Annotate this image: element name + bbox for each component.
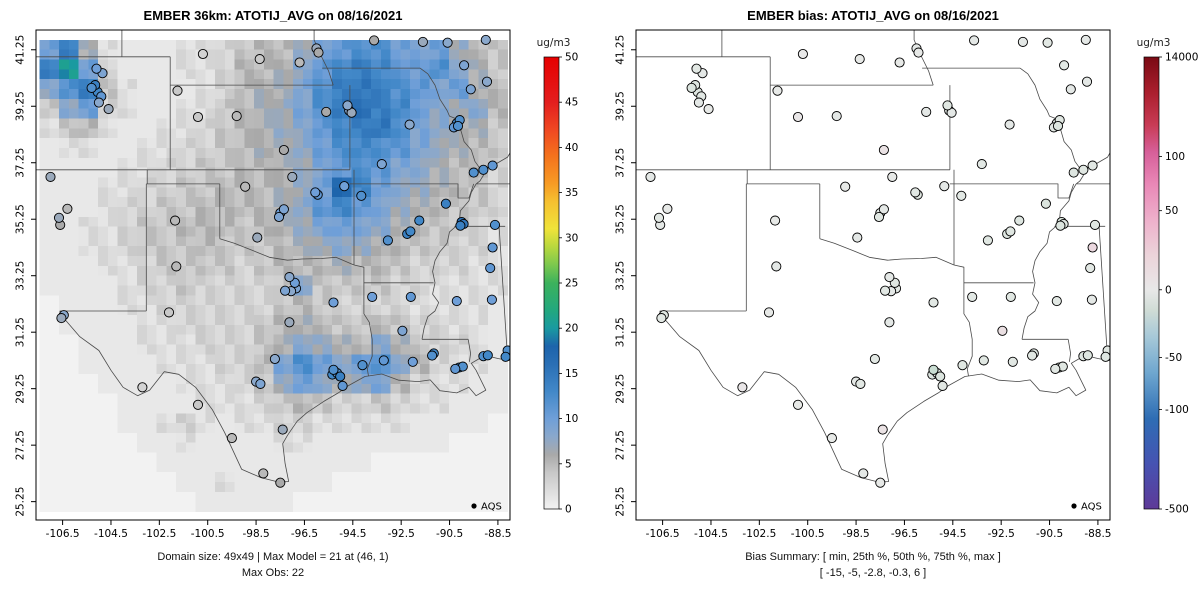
svg-text:40: 40 <box>565 142 578 154</box>
model-panel-title: EMBER 36km: ATOTIJ_AVG on 08/16/2021 <box>143 8 403 23</box>
bias-caption-summary-values: [ -15, -5, -2.8, -0.3, 6 ] <box>819 567 927 579</box>
model-panel: AQS -106.5 -104.5 -102.5 -100.5 -98.5 -96.5 -94… <box>15 8 579 579</box>
svg-text:35: 35 <box>565 187 578 199</box>
svg-text:-90.5: -90.5 <box>436 528 463 540</box>
bias-panel: AQS -106.5 -104.5 -102.5 -100.5 -98.5 -96.5 -94… <box>600 0 1200 600</box>
svg-text:14000: 14000 <box>1165 52 1198 64</box>
y-axis: 25.25 27.25 29.25 31.25 33.25 35.25 37.25 39.25… <box>615 35 636 517</box>
svg-text:ug/m3: ug/m3 <box>537 37 571 49</box>
svg-text:25.25: 25.25 <box>615 487 627 517</box>
bias-map-layer <box>636 30 1110 488</box>
svg-text:-98.5: -98.5 <box>842 528 869 540</box>
svg-text:0: 0 <box>565 504 572 516</box>
svg-text:35.25: 35.25 <box>615 204 627 234</box>
svg-text:33.25: 33.25 <box>15 261 27 291</box>
svg-text:-106.5: -106.5 <box>646 528 680 540</box>
svg-text:25: 25 <box>565 278 578 290</box>
aqs-legend: AQS <box>471 502 502 513</box>
svg-text:-100.5: -100.5 <box>191 528 225 540</box>
y-axis: 25.25 27.25 29.25 31.25 33.25 35.25 37.25 39.25… <box>15 35 36 517</box>
svg-text:AQS: AQS <box>481 502 502 513</box>
svg-text:27.25: 27.25 <box>15 430 27 460</box>
svg-text:-98.5: -98.5 <box>242 528 269 540</box>
svg-text:-50: -50 <box>1165 352 1182 364</box>
svg-text:0: 0 <box>1165 284 1172 296</box>
svg-text:-100.5: -100.5 <box>791 528 825 540</box>
svg-text:-96.5: -96.5 <box>891 528 918 540</box>
svg-text:ug/m3: ug/m3 <box>1137 37 1171 49</box>
svg-text:-100: -100 <box>1165 404 1189 416</box>
svg-text:35.25: 35.25 <box>15 204 27 234</box>
svg-text:33.25: 33.25 <box>615 261 627 291</box>
svg-text:AQS: AQS <box>1081 502 1102 513</box>
plot-frame <box>35 29 511 521</box>
svg-text:-106.5: -106.5 <box>46 528 80 540</box>
model-caption-domain: Domain size: 49x49 | Max Model = 21 at (… <box>157 551 389 563</box>
bias-map: AQS -106.5 -104.5 -102.5 -100.5 -98.5 -96.5 -94… <box>615 29 1199 540</box>
plot-background <box>636 30 1110 520</box>
svg-text:50: 50 <box>565 52 578 64</box>
svg-text:30: 30 <box>565 232 578 244</box>
bias-panel-title: EMBER bias: ATOTIJ_AVG on 08/16/2021 <box>747 8 999 23</box>
svg-text:31.25: 31.25 <box>615 317 627 347</box>
svg-text:-92.5: -92.5 <box>988 528 1015 540</box>
svg-text:50: 50 <box>1165 205 1178 217</box>
aqs-legend: AQS <box>1071 502 1102 513</box>
bias-colorbar: ug/m3 14000 100 50 0 -50 -100 -500 <box>1137 37 1199 516</box>
bias-obs-points <box>645 34 1110 488</box>
svg-text:-94.5: -94.5 <box>939 528 966 540</box>
svg-text:-88.5: -88.5 <box>1084 528 1111 540</box>
svg-text:39.25: 39.25 <box>15 91 27 121</box>
svg-text:15: 15 <box>565 368 578 380</box>
svg-text:-90.5: -90.5 <box>1036 528 1063 540</box>
svg-text:-500: -500 <box>1165 504 1189 516</box>
svg-text:45: 45 <box>565 97 578 109</box>
svg-text:27.25: 27.25 <box>615 430 627 460</box>
svg-text:39.25: 39.25 <box>615 91 627 121</box>
svg-text:-94.5: -94.5 <box>339 528 366 540</box>
svg-text:-96.5: -96.5 <box>291 528 318 540</box>
svg-text:-104.5: -104.5 <box>694 528 728 540</box>
obs-points <box>45 34 510 488</box>
model-caption-maxobs: Max Obs: 22 <box>241 567 305 579</box>
svg-text:100: 100 <box>1165 151 1185 163</box>
model-map: AQS -106.5 -104.5 -102.5 -100.5 -98.5 -96.5 -94… <box>15 29 579 540</box>
svg-text:10: 10 <box>565 413 578 425</box>
bias-caption-summary-label: Bias Summary: [ min, 25th %, 50th %, 75t… <box>745 551 1001 563</box>
model-map-layer <box>36 30 510 513</box>
state-borders <box>36 30 510 483</box>
svg-text:41.25: 41.25 <box>615 35 627 65</box>
svg-text:31.25: 31.25 <box>15 317 27 347</box>
svg-text:41.25: 41.25 <box>15 35 27 65</box>
svg-text:-104.5: -104.5 <box>94 528 128 540</box>
svg-text:20: 20 <box>565 323 578 335</box>
svg-text:-102.5: -102.5 <box>142 528 176 540</box>
svg-text:37.25: 37.25 <box>15 148 27 178</box>
plot-frame <box>635 29 1111 521</box>
x-axis: -106.5 -104.5 -102.5 -100.5 -98.5 -96.5 -94.5 -… <box>46 520 511 540</box>
svg-text:-102.5: -102.5 <box>742 528 776 540</box>
svg-text:5: 5 <box>565 458 572 470</box>
x-axis: -106.5 -104.5 -102.5 -100.5 -98.5 -96.5 -94.5 -… <box>646 520 1111 540</box>
svg-text:29.25: 29.25 <box>615 374 627 404</box>
svg-text:29.25: 29.25 <box>15 374 27 404</box>
svg-text:-92.5: -92.5 <box>388 528 415 540</box>
svg-text:-88.5: -88.5 <box>484 528 511 540</box>
svg-text:25.25: 25.25 <box>15 487 27 517</box>
svg-text:37.25: 37.25 <box>615 148 627 178</box>
model-colorbar: ug/m3 0 5 10 15 20 25 30 35 40 45 50 <box>537 37 579 516</box>
